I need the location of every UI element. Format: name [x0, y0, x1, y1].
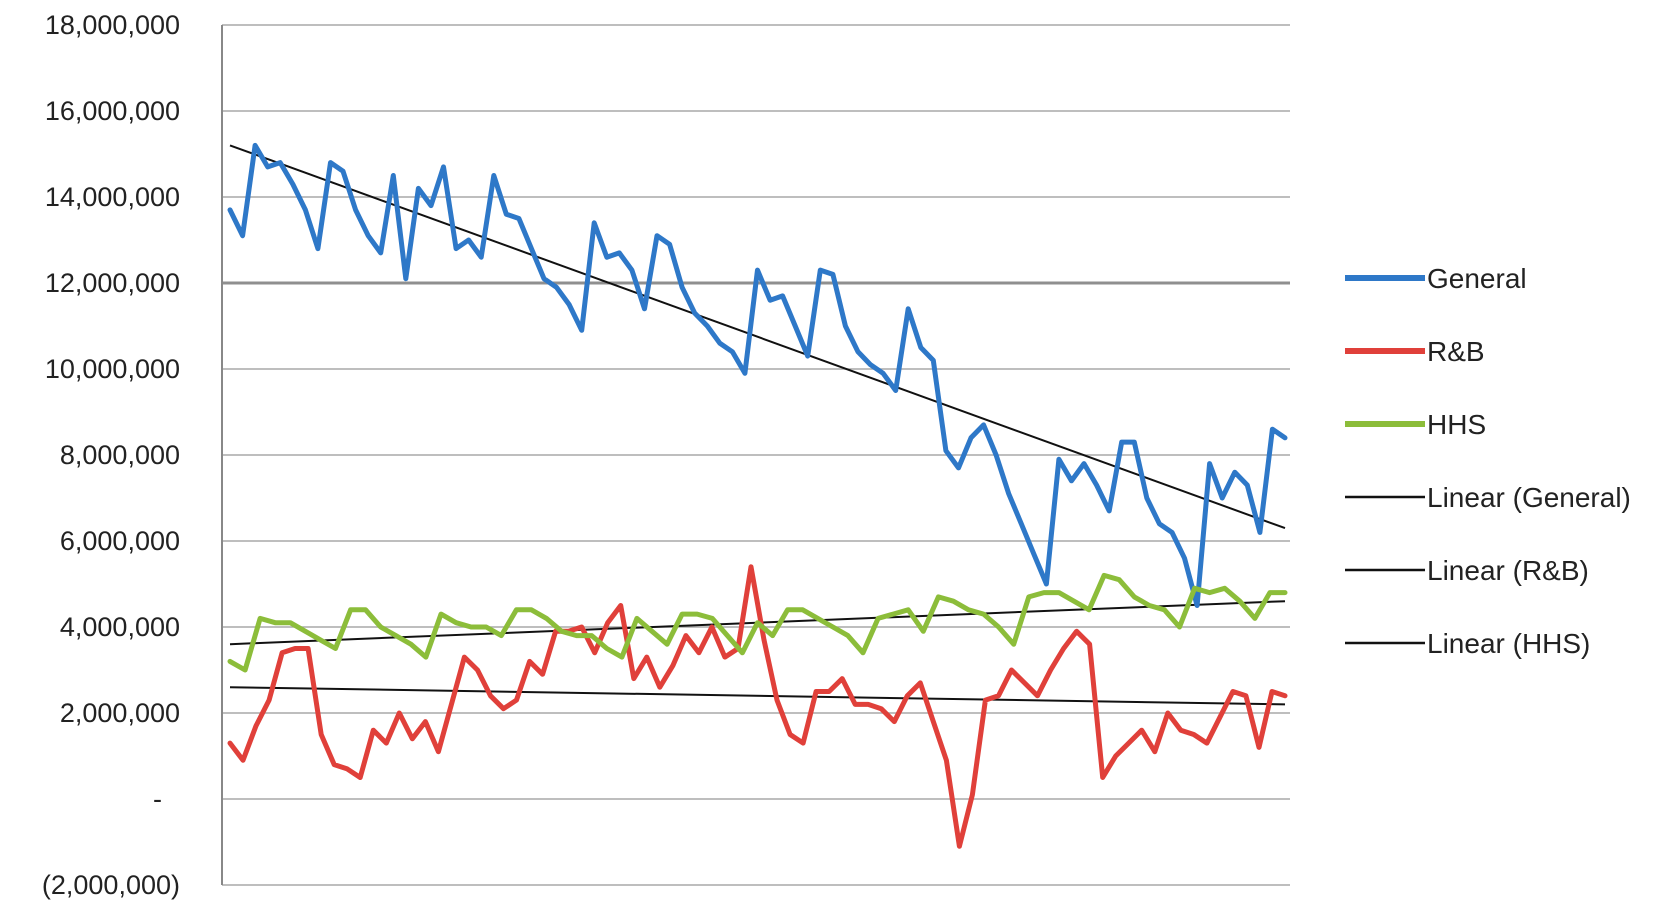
y-tick-label: 12,000,000 — [45, 268, 180, 298]
y-tick-label: 8,000,000 — [60, 440, 180, 470]
y-tick-label: 18,000,000 — [45, 10, 180, 40]
legend-label: R&B — [1427, 336, 1485, 367]
trendline-4 — [229, 686, 1286, 706]
legend-label: Linear (General) — [1427, 482, 1631, 513]
gridlines — [222, 24, 1290, 886]
y-tick-label: 4,000,000 — [60, 612, 180, 642]
series-line-0 — [227, 142, 1288, 608]
trendline-3 — [229, 144, 1286, 530]
y-tick-label: 10,000,000 — [45, 354, 180, 384]
y-tick-label: - — [153, 784, 162, 814]
y-tick-labels: 18,000,000 16,000,000 14,000,000 12,000,000… — [42, 10, 180, 900]
y-tick-label: 6,000,000 — [60, 526, 180, 556]
y-tick-label: 2,000,000 — [60, 698, 180, 728]
legend-label: Linear (HHS) — [1427, 628, 1590, 659]
legend-label: General — [1427, 263, 1527, 294]
series-line-2 — [227, 572, 1288, 673]
series-line-1 — [227, 564, 1288, 849]
legend-label: HHS — [1427, 409, 1486, 440]
y-tick-label: 14,000,000 — [45, 182, 180, 212]
legend-label: Linear (R&B) — [1427, 555, 1589, 586]
series-lines — [227, 142, 1288, 849]
y-tick-label: (2,000,000) — [42, 870, 180, 900]
legend: General R&B HHS Linear (General) Linear (R&B… — [1345, 263, 1631, 659]
y-tick-label: 16,000,000 — [45, 96, 180, 126]
